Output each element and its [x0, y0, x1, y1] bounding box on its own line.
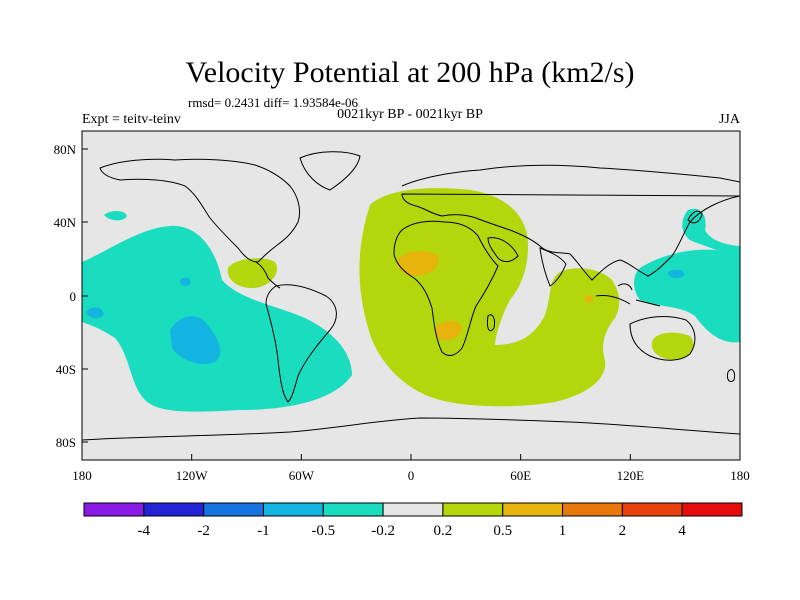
x-tick-label: 60E: [510, 468, 531, 483]
positive-region-australia: [651, 332, 694, 360]
colorbar-box: [203, 502, 264, 517]
negative-core-west-pacific: [668, 269, 685, 279]
colorbar-box: [621, 502, 683, 517]
coastlines: [82, 151, 740, 441]
season-label: JJA: [719, 112, 741, 127]
colorbar-label: 0.5: [493, 523, 512, 539]
y-tick-label: 0: [70, 289, 77, 304]
negative-core-south-pacific: [170, 316, 221, 365]
x-tick-label: 120W: [176, 468, 209, 483]
colorbar-box: [322, 502, 384, 517]
positive-core-indian-ocean: [584, 295, 593, 303]
negative-region-east-pacific: [82, 225, 352, 412]
colorbar-label: -0.5: [311, 523, 335, 539]
colorbar-label: -4: [138, 523, 151, 539]
colorbar-box: [442, 502, 504, 517]
colorbar-label: -1: [257, 523, 270, 539]
colorbar-label: -0.2: [371, 523, 395, 539]
colorbar: [83, 502, 743, 517]
positive-region-africa-indian-ocean: [359, 188, 620, 407]
positive-region-central-america: [227, 258, 278, 288]
colorbar-box: [382, 502, 444, 517]
colorbar-box: [83, 502, 145, 517]
colorbar-box: [502, 502, 564, 517]
negative-core-east-pacific: [180, 277, 191, 287]
negative-region-indonesia: [634, 249, 740, 343]
y-tick-label: 40N: [54, 215, 77, 230]
x-tick-label: 180: [730, 468, 750, 483]
colorbar-label: 1: [559, 523, 567, 539]
y-axis-labels: 80N 40N 0 40S 80S: [54, 142, 77, 450]
colorbar-box: [681, 502, 743, 517]
y-tick-label: 80N: [54, 142, 77, 157]
x-tick-label: 60W: [289, 468, 315, 483]
positive-core-south-africa: [435, 320, 462, 341]
x-axis-labels: 180 120W 60W 0 60E 120E 180: [72, 468, 750, 483]
colorbar-label: 0.2: [434, 523, 453, 539]
x-tick-label: 0: [408, 468, 415, 483]
y-tick-label: 80S: [56, 435, 76, 450]
x-tick-label: 120E: [617, 468, 645, 483]
x-tick-label: 180: [72, 468, 92, 483]
colorbar-box: [143, 502, 205, 517]
negative-region-subtropical-island: [104, 210, 127, 221]
y-tick-label: 40S: [56, 362, 76, 377]
tick-marks: [81, 148, 741, 460]
colorbar-label: 2: [619, 523, 627, 539]
stats-line: rmsd= 0.2431 diff= 1.93584e-06: [188, 95, 359, 110]
map-panel: [81, 130, 741, 461]
colorbar-label: 4: [678, 523, 686, 539]
colorbar-box: [562, 502, 623, 517]
period-label: 0021kyr BP - 0021kyr BP: [337, 107, 483, 122]
figure-title: Velocity Potential at 200 hPa (km2/s): [185, 56, 634, 89]
colorbar-label: -2: [197, 523, 210, 539]
positive-core-north-africa: [397, 251, 439, 276]
experiment-label: Expt = teitv-teinv: [82, 112, 181, 127]
negative-core-tropical-pacific: [86, 307, 104, 319]
colorbar-labels: -4 -2 -1 -0.5 -0.2 0.2 0.5 1 2 4: [138, 523, 687, 539]
colorbar-box: [262, 502, 324, 517]
